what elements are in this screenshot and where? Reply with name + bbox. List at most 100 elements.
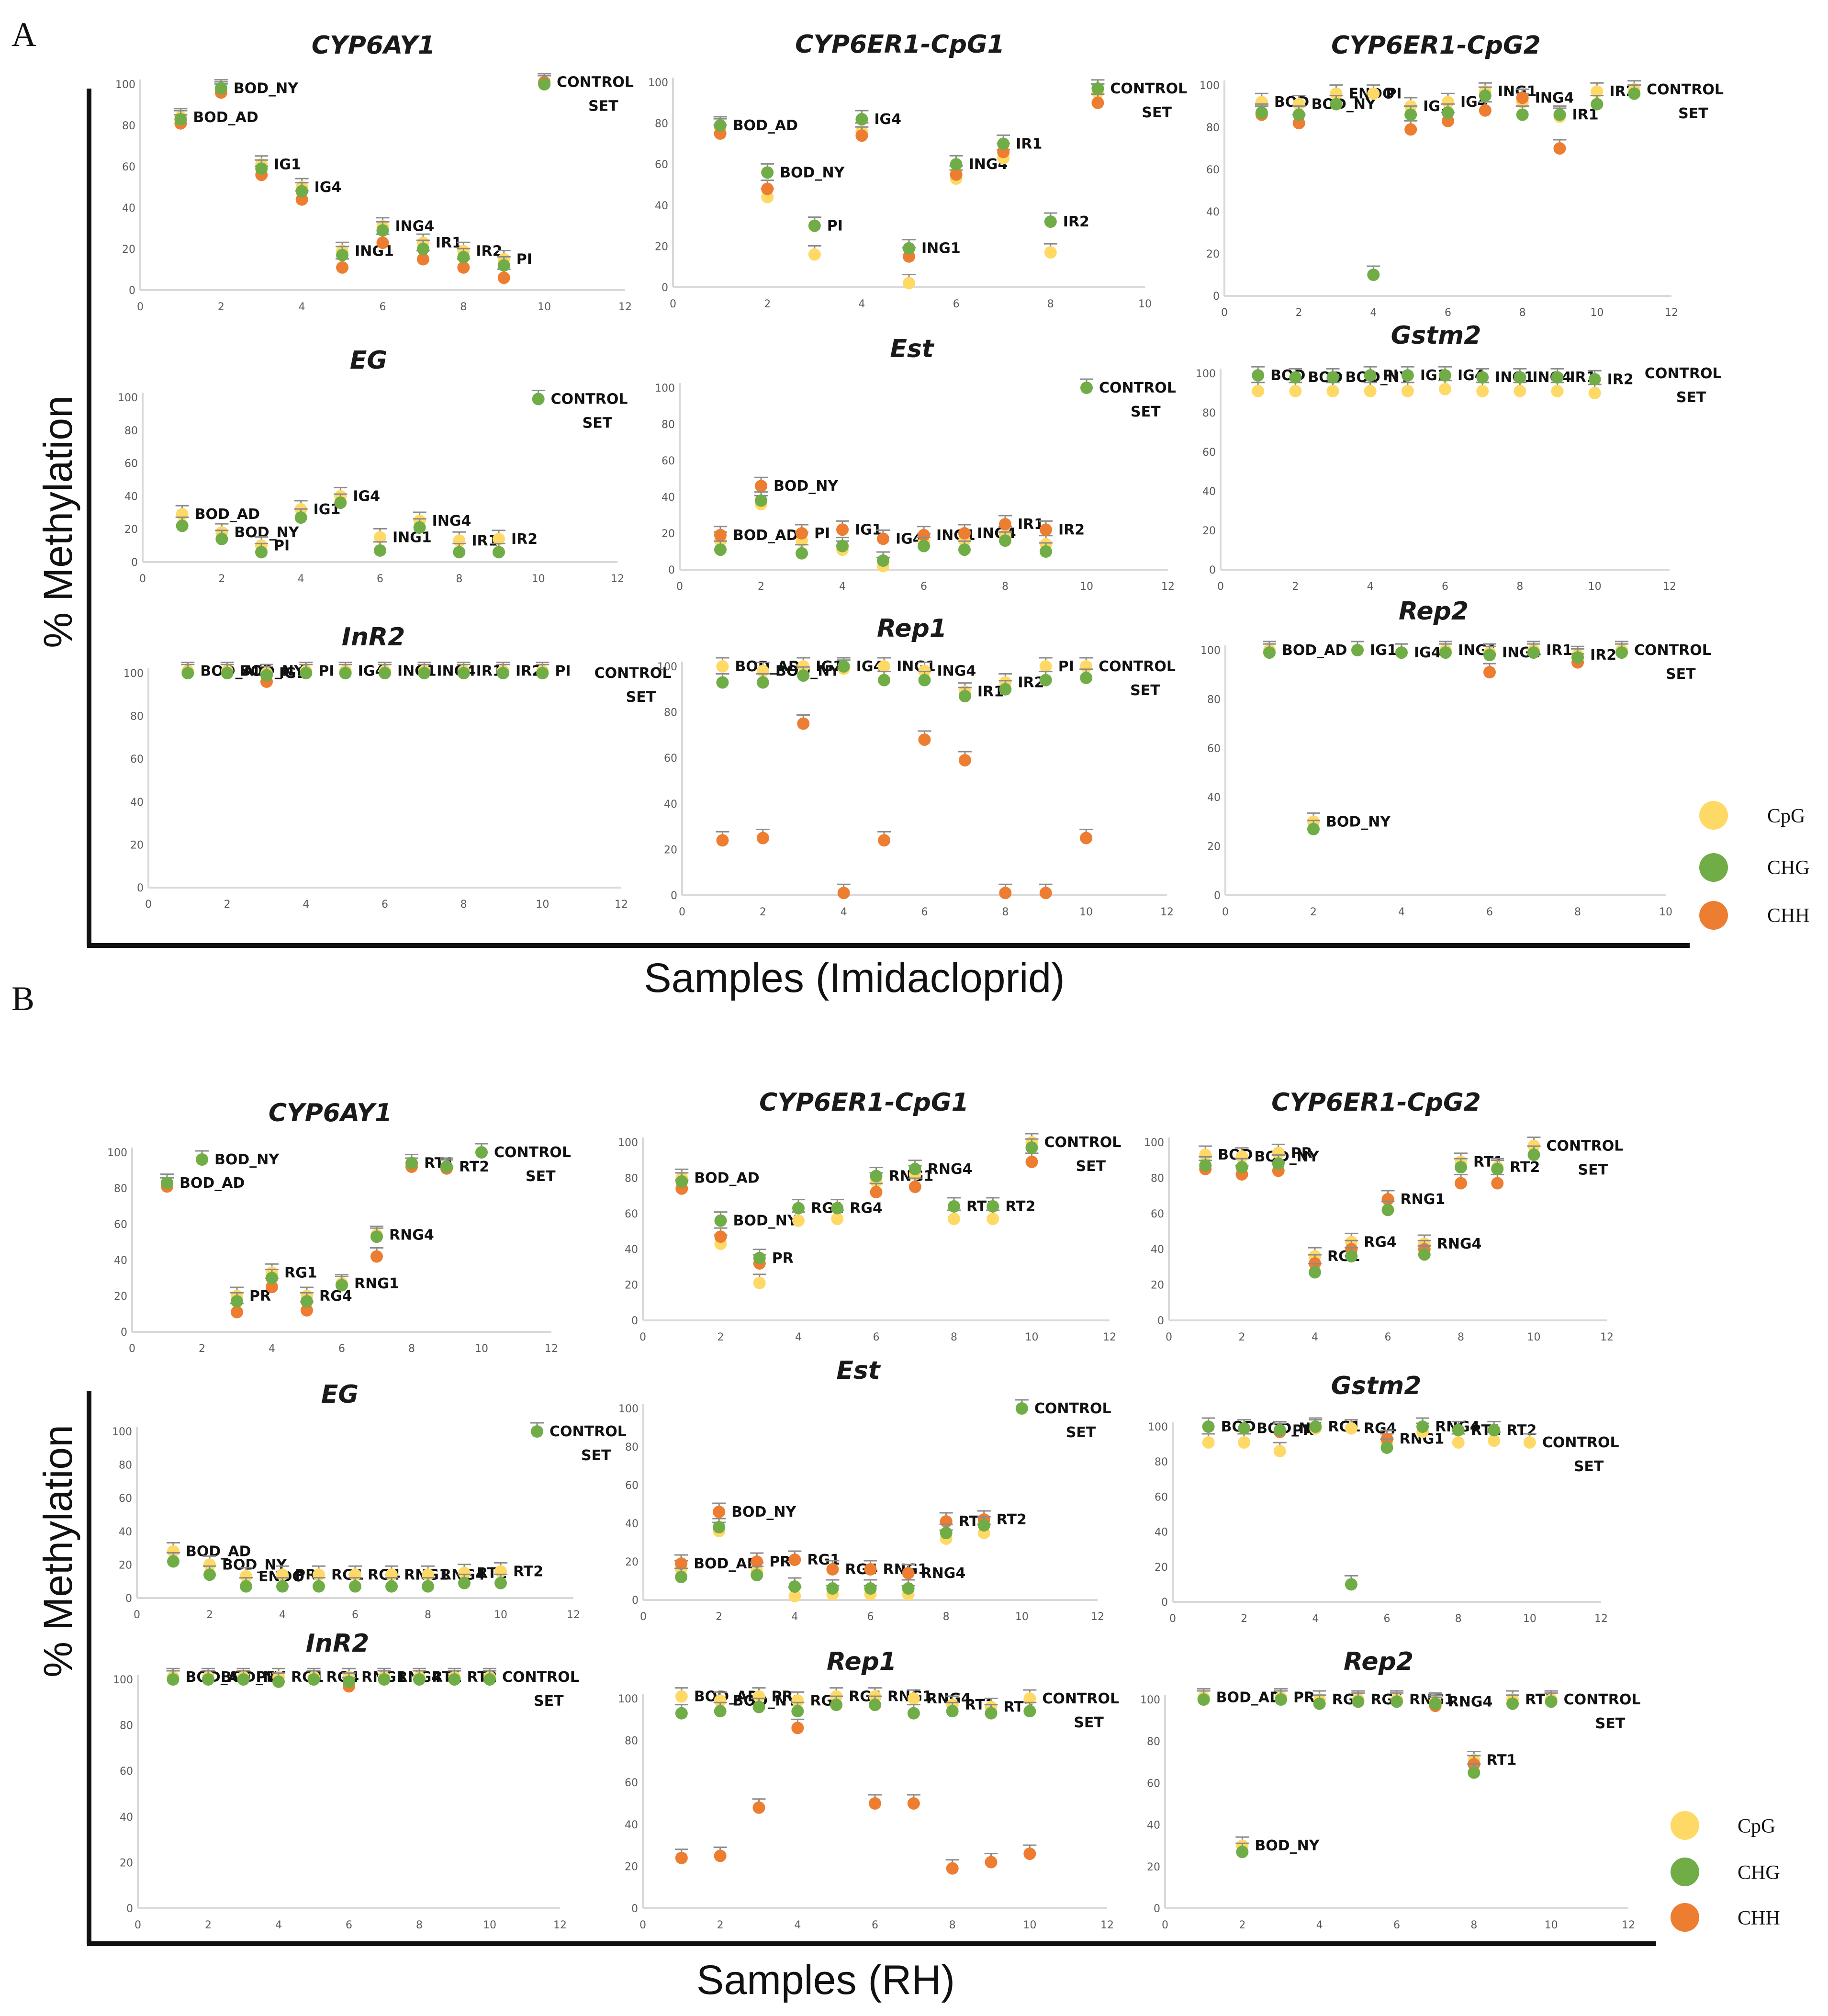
legend-a-chh-marker [1699, 901, 1728, 930]
legend-b-chh-marker [1671, 1903, 1699, 1932]
point-chg-rt2 [987, 1200, 999, 1213]
point-chh-pi [796, 527, 808, 540]
point-label-line: RNG1 [1401, 1191, 1446, 1208]
point-cpg-ir1 [1551, 384, 1564, 397]
point-label-line: CONTROL [1042, 1690, 1119, 1707]
x-tick-label: 0 [129, 1343, 135, 1355]
x-tick-label: 10 [494, 1609, 507, 1621]
point-label-line: BOD_NY [733, 1692, 798, 1709]
x-tick-label: 10 [1590, 307, 1604, 319]
point-chg-ing1 [336, 248, 349, 261]
legend-b-chg-marker [1671, 1858, 1699, 1886]
point-label: BOD_NY [234, 524, 299, 541]
y-tick-label: 20 [655, 241, 668, 253]
point-label-line: CONTROL [1645, 365, 1722, 382]
point-label-line: BOD_NY [733, 1213, 798, 1229]
y-tick-label: 40 [114, 1255, 127, 1267]
point-label-line: CONTROL [1110, 80, 1187, 97]
chart-title: CYP6AY1 [312, 31, 435, 60]
panel-label-a: A [11, 15, 36, 54]
y-tick-label: 0 [671, 890, 677, 902]
point-label: IR2 [1063, 214, 1089, 230]
chart-title: Gstm2 [1331, 1372, 1422, 1400]
x-tick-label: 2 [205, 1919, 212, 1931]
legend-a-chg-marker [1699, 853, 1728, 882]
x-tick-label: 4 [858, 298, 865, 310]
point-chg-ir1 [1527, 646, 1540, 659]
point-label-line: RT2 [513, 1563, 543, 1580]
point-label: PI [274, 538, 290, 554]
chart-title: Rep1 [877, 614, 947, 643]
point-label: RNG4 [389, 1227, 434, 1244]
point-label-line: IG4 [1414, 644, 1441, 661]
point-label-line: SET [583, 415, 613, 431]
point-chg-rt1 [405, 1157, 418, 1170]
x-tick-label: 10 [1659, 906, 1672, 918]
point-cpg-rt2 [987, 1212, 999, 1225]
point-chg-ir2 [457, 251, 470, 264]
point-chg-rt1 [1455, 1161, 1467, 1174]
x-tick-label: 8 [1470, 1919, 1477, 1931]
y-tick-label: 60 [119, 1493, 132, 1505]
point-label: BOD_NY [1255, 1149, 1320, 1165]
point-chh-bod-ad [714, 529, 727, 541]
point-cpg-ig4 [1439, 383, 1451, 395]
point-label-line: ING1 [921, 240, 961, 257]
point-chh-rng4 [907, 1797, 920, 1810]
point-chg-rng1 [1381, 1204, 1394, 1216]
point-chg-rg1 [1309, 1266, 1321, 1279]
point-label: CONTROL SET [1099, 658, 1176, 699]
y-tick-label: 40 [119, 1526, 132, 1538]
x-tick-label: 6 [346, 1919, 352, 1931]
y-tick-label: 40 [625, 1819, 638, 1831]
point-chg-bod-ad [675, 1571, 688, 1583]
point-chg-ig4 [295, 185, 308, 198]
x-tick-label: 0 [139, 573, 146, 585]
point-label-line: PI [274, 538, 290, 554]
point-chg-rt2 [985, 1707, 998, 1720]
x-tick-label: 8 [408, 1343, 415, 1355]
y-tick-label: 60 [1147, 1778, 1160, 1790]
y-tick-label: 20 [1207, 841, 1221, 853]
point-cpg-bod-ny [1235, 1150, 1248, 1163]
point-chh-ir2 [1040, 523, 1052, 536]
point-chg-rng1 [869, 1699, 881, 1712]
chart-title: Est [890, 335, 934, 363]
y-tick-label: 80 [1206, 122, 1220, 134]
x-tick-label: 12 [1100, 1919, 1114, 1931]
point-label-line: IG4 [314, 179, 342, 196]
x-tick-label: 6 [1385, 1331, 1391, 1343]
point-chh-ir1 [999, 518, 1011, 530]
point-chg-bod-ad [675, 1707, 688, 1720]
point-chg-pi [1039, 674, 1052, 687]
point-chg-ir2 [999, 683, 1012, 696]
y-tick-label: 100 [113, 1674, 133, 1686]
point-label: IR2 [1607, 371, 1634, 388]
point-chh-ing1 [336, 261, 349, 274]
point-cpg-rt1 [458, 1566, 471, 1579]
point-label: RG4 [1364, 1234, 1397, 1250]
point-label: PI [1058, 658, 1074, 675]
x-tick-label: 12 [1160, 906, 1174, 918]
point-label: IG4 [314, 179, 342, 196]
point-chg-rg4 [831, 1202, 844, 1215]
point-label: IR1 [1018, 516, 1044, 533]
point-chh-rng4 [370, 1250, 383, 1263]
y-tick-label: 100 [1144, 1137, 1164, 1149]
point-chg-pi [1364, 369, 1377, 382]
point-chh-bod-ny [714, 1230, 727, 1243]
point-label-line: CONTROL [502, 1669, 579, 1686]
point-label: ING1 [921, 240, 961, 257]
point-chg-pr [1273, 1424, 1286, 1437]
x-tick-label: 10 [483, 1919, 496, 1931]
point-chg-rg1 [1313, 1697, 1326, 1710]
point-label-line: CONTROL [1542, 1434, 1619, 1451]
chart-b-gstm2: Gstm2024681012020406080100BODBOD_NYPRRG1… [1148, 1372, 1619, 1625]
point-chh-rt1 [1455, 1177, 1467, 1190]
point-chg-rg4 [307, 1673, 320, 1686]
point-chg-ing1 [1439, 646, 1452, 659]
x-tick-label: 0 [1217, 581, 1224, 593]
y-tick-label: 20 [1155, 1562, 1168, 1574]
x-tick-label: 8 [425, 1609, 431, 1621]
point-chh-ig1 [836, 523, 849, 536]
